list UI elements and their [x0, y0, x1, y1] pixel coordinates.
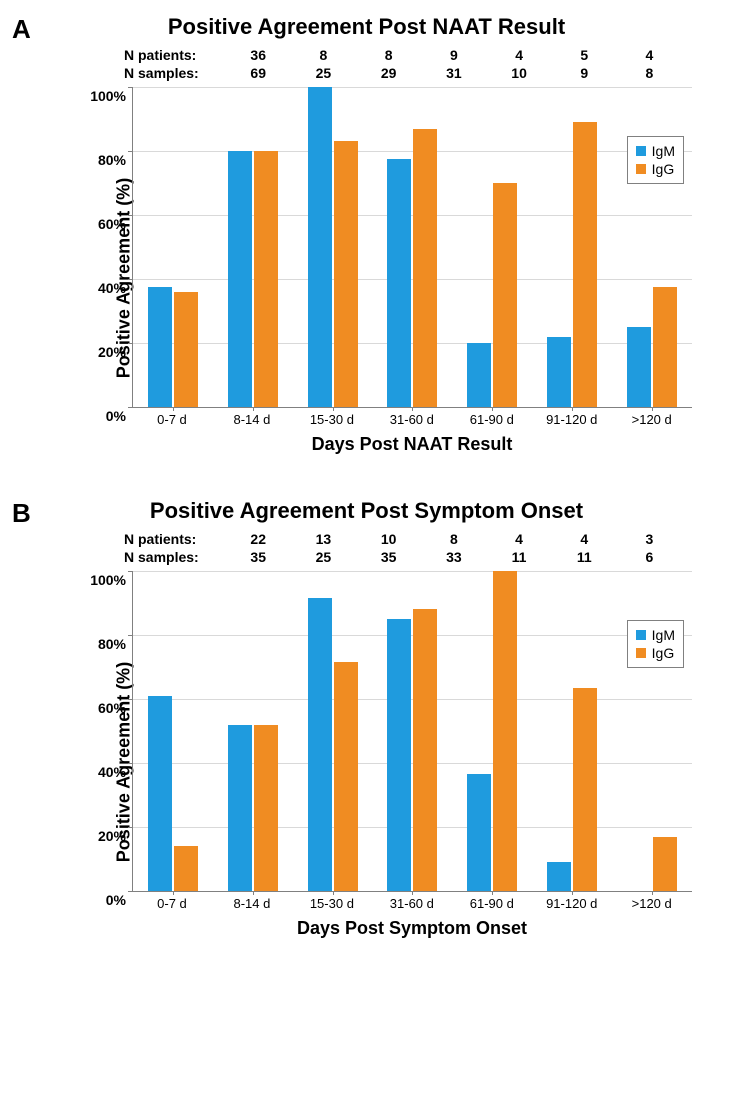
panel-a-plot: IgM IgG	[132, 88, 692, 408]
bar-group	[293, 572, 373, 891]
bar-igg	[174, 846, 198, 891]
x-tick-label: 8-14 d	[212, 896, 292, 918]
y-tick-label: 100%	[82, 572, 126, 588]
bar-igm	[308, 598, 332, 891]
bar-igg	[174, 292, 198, 407]
n-patients-label: N patients:	[122, 530, 226, 548]
bar-group	[372, 572, 452, 891]
bar-group	[532, 88, 612, 407]
x-tick-label: >120 d	[612, 412, 692, 434]
panel-a-xlabel: Days Post NAAT Result	[132, 434, 692, 455]
panel-b-counts: N patients: 22 13 10 8 4 4 3 N samples: …	[122, 530, 682, 566]
bar-igg	[653, 837, 677, 891]
y-tick-label: 80%	[82, 636, 126, 652]
panel-b-plot: IgM IgG	[132, 572, 692, 892]
x-tick-label: 15-30 d	[292, 896, 372, 918]
bar-igg	[653, 287, 677, 407]
bar-igg	[493, 571, 517, 891]
bar-igg	[573, 122, 597, 407]
bar-igg	[413, 609, 437, 891]
bar-group	[213, 572, 293, 891]
bar-group	[133, 88, 213, 407]
x-tick-label: 61-90 d	[452, 412, 532, 434]
y-tick-label: 60%	[82, 216, 126, 232]
bar-igm	[547, 337, 571, 407]
bar-igm	[148, 287, 172, 407]
n-samples-label: N samples:	[122, 548, 226, 566]
x-tick-label: 61-90 d	[452, 896, 532, 918]
legend: IgM IgG	[627, 620, 684, 668]
legend-swatch-igm	[636, 146, 646, 156]
y-tick-label: 40%	[82, 280, 126, 296]
y-tick-label: 40%	[82, 764, 126, 780]
bar-igm	[467, 774, 491, 891]
bar-igg	[334, 141, 358, 407]
panel-a-yaxis: 0%20%40%60%80%100%	[82, 88, 132, 408]
panel-b: B Positive Agreement Post Symptom Onset …	[12, 498, 721, 952]
legend-label-igg: IgG	[652, 645, 675, 661]
y-tick-label: 80%	[82, 152, 126, 168]
y-tick-label: 0%	[82, 892, 126, 908]
bar-igm	[148, 696, 172, 891]
x-tick-label: 91-120 d	[532, 412, 612, 434]
bar-igg	[573, 688, 597, 891]
legend: IgM IgG	[627, 136, 684, 184]
panel-b-xticks: 0-7 d8-14 d15-30 d31-60 d61-90 d91-120 d…	[132, 896, 692, 918]
bar-igg	[493, 183, 517, 407]
bar-igm	[387, 619, 411, 891]
bar-igm	[308, 87, 332, 407]
y-tick-label: 20%	[82, 828, 126, 844]
panel-a-counts: N patients: 36 8 8 9 4 5 4 N samples: 69…	[122, 46, 682, 82]
bar-group	[532, 572, 612, 891]
legend-label-igm: IgM	[652, 143, 675, 159]
bar-igg	[334, 662, 358, 891]
bar-igm	[627, 327, 651, 407]
x-tick-label: 31-60 d	[372, 896, 452, 918]
panel-b-chart: Positive Agreement (%) 0%20%40%60%80%100…	[52, 572, 712, 952]
bar-group	[452, 88, 532, 407]
panel-a-xticks: 0-7 d8-14 d15-30 d31-60 d61-90 d91-120 d…	[132, 412, 692, 434]
bar-group	[133, 572, 213, 891]
bar-group	[372, 88, 452, 407]
bar-igm	[547, 862, 571, 891]
panel-b-title: Positive Agreement Post Symptom Onset	[12, 498, 721, 524]
x-tick-label: 0-7 d	[132, 412, 212, 434]
x-tick-label: 0-7 d	[132, 896, 212, 918]
legend-swatch-igg	[636, 164, 646, 174]
bar-group	[213, 88, 293, 407]
bar-igm	[387, 159, 411, 407]
legend-label-igm: IgM	[652, 627, 675, 643]
x-tick-label: >120 d	[612, 896, 692, 918]
bar-igm	[467, 343, 491, 407]
x-tick-label: 91-120 d	[532, 896, 612, 918]
bar-igm	[228, 151, 252, 407]
legend-swatch-igg	[636, 648, 646, 658]
bar-group	[293, 88, 373, 407]
x-tick-label: 15-30 d	[292, 412, 372, 434]
y-tick-label: 100%	[82, 88, 126, 104]
x-tick-label: 31-60 d	[372, 412, 452, 434]
bar-group	[452, 572, 532, 891]
panel-b-xlabel: Days Post Symptom Onset	[132, 918, 692, 939]
n-samples-label: N samples:	[122, 64, 226, 82]
legend-swatch-igm	[636, 630, 646, 640]
panel-a-letter: A	[12, 14, 31, 45]
legend-label-igg: IgG	[652, 161, 675, 177]
panel-b-letter: B	[12, 498, 31, 529]
panel-a: A Positive Agreement Post NAAT Result N …	[12, 14, 721, 468]
panel-b-yaxis: 0%20%40%60%80%100%	[82, 572, 132, 892]
n-patients-label: N patients:	[122, 46, 226, 64]
bar-igg	[413, 129, 437, 407]
bar-igg	[254, 725, 278, 891]
y-tick-label: 60%	[82, 700, 126, 716]
panel-a-title: Positive Agreement Post NAAT Result	[12, 14, 721, 40]
panel-a-chart: Positive Agreement (%) 0%20%40%60%80%100…	[52, 88, 712, 468]
bar-igm	[228, 725, 252, 891]
y-tick-label: 0%	[82, 408, 126, 424]
x-tick-label: 8-14 d	[212, 412, 292, 434]
y-tick-label: 20%	[82, 344, 126, 360]
bar-igg	[254, 151, 278, 407]
